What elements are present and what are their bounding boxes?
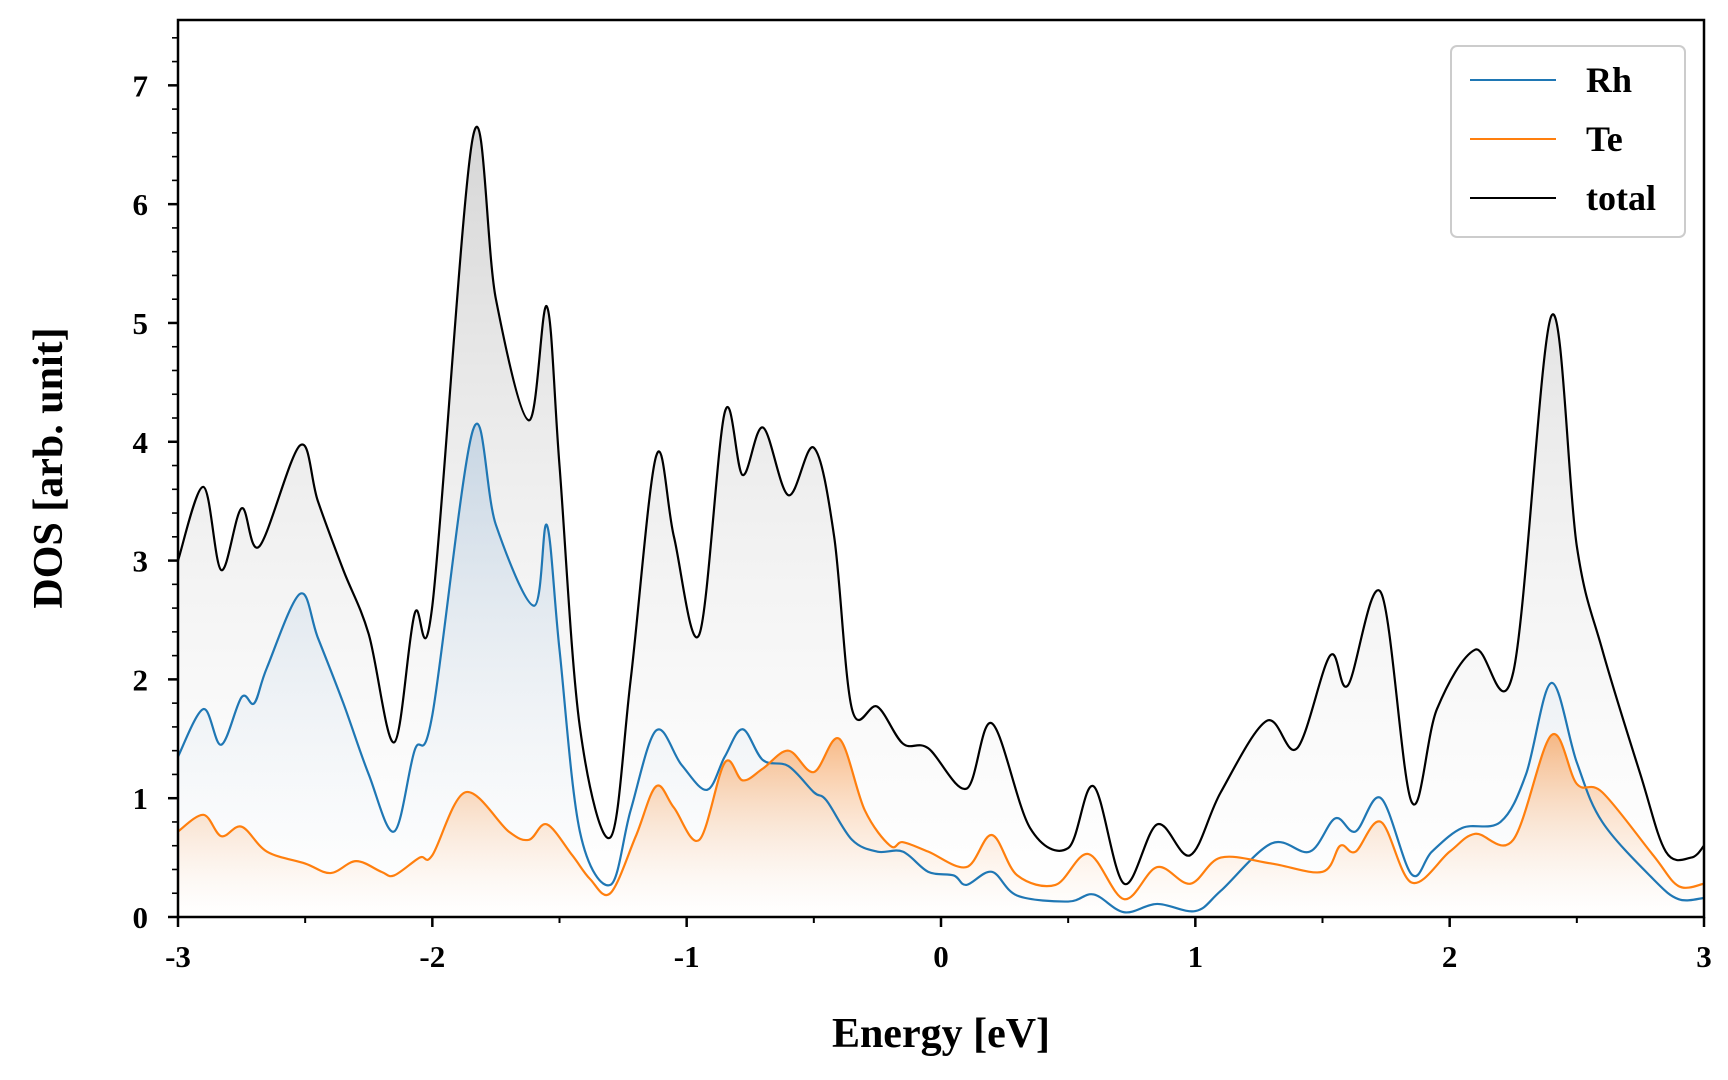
y-tick-label: 6 xyxy=(133,187,149,222)
y-tick-label: 1 xyxy=(133,781,149,816)
y-tick-label: 2 xyxy=(133,662,149,697)
legend-label-total: total xyxy=(1586,178,1656,218)
legend: Rh Te total xyxy=(1450,45,1686,238)
y-tick-label: 4 xyxy=(133,425,149,460)
y-axis-title: DOS [arb. unit] xyxy=(26,327,72,608)
y-tick-label: 5 xyxy=(133,306,149,341)
fill-area-rh xyxy=(178,423,1704,917)
legend-label-te: Te xyxy=(1586,119,1623,159)
x-tick-label: -3 xyxy=(165,939,191,974)
y-tick-label: 7 xyxy=(133,68,149,103)
x-tick-label: -1 xyxy=(674,939,700,974)
x-tick-label: 1 xyxy=(1188,939,1204,974)
y-tick-label: 0 xyxy=(133,900,149,935)
x-tick-label: -2 xyxy=(419,939,445,974)
x-axis-title: Energy [eV] xyxy=(832,1011,1050,1057)
series-line-total xyxy=(178,125,1704,885)
y-tick-label: 3 xyxy=(133,544,149,579)
x-tick-label: 3 xyxy=(1696,939,1712,974)
x-axis: -3 -2 -1 0 1 2 3 xyxy=(165,917,1712,974)
x-tick-label: 2 xyxy=(1442,939,1458,974)
legend-label-rh: Rh xyxy=(1586,60,1632,100)
x-tick-label: 0 xyxy=(933,939,949,974)
series-line-rh xyxy=(178,422,1704,914)
series-fills xyxy=(178,126,1704,917)
series-line-te xyxy=(178,733,1704,901)
y-axis: 0 1 2 3 4 5 6 7 xyxy=(133,37,178,935)
series-lines xyxy=(178,125,1704,914)
fill-area-te xyxy=(178,734,1704,917)
legend-box xyxy=(1450,45,1686,238)
